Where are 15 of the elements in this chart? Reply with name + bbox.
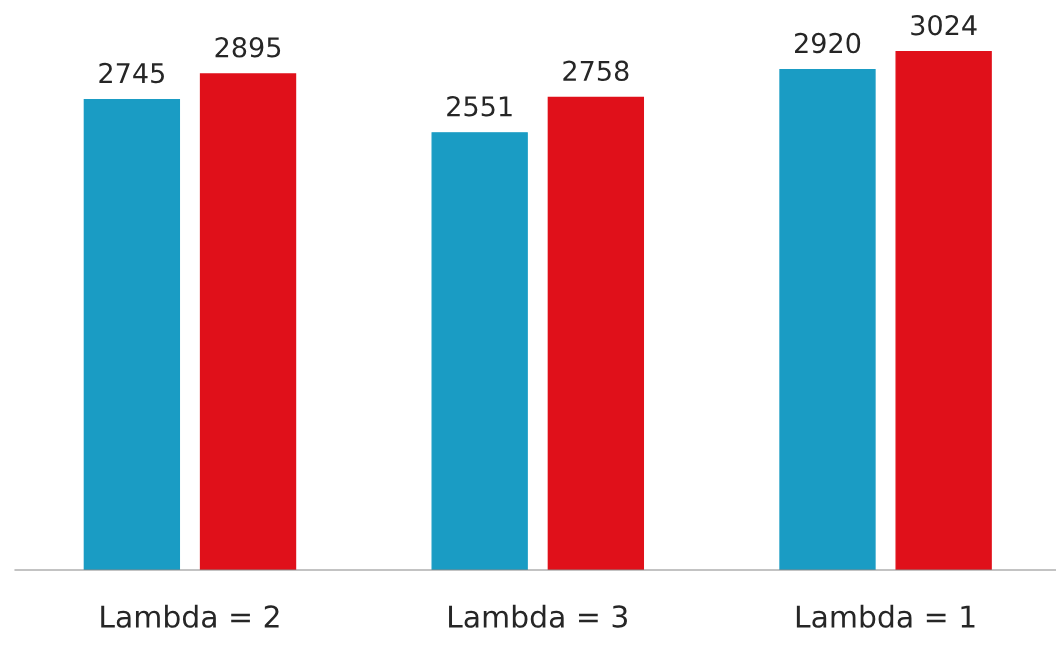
bar: [895, 51, 992, 570]
bar: [547, 96, 645, 570]
data-label: 2551: [447, 96, 512, 117]
x-tick-label: Lambda = 2: [101, 604, 279, 628]
bar: [83, 98, 181, 570]
data-label: 3024: [911, 14, 977, 36]
data-label: 2920: [795, 32, 861, 54]
data-label: 2895: [215, 37, 281, 58]
data-label: 2745: [99, 62, 164, 84]
bar: [431, 132, 528, 570]
x-tick-label: Lambda = 3: [449, 604, 627, 628]
bar: [779, 68, 876, 570]
x-tick-label: Lambda = 1: [796, 604, 975, 628]
data-label: 2758: [563, 60, 629, 82]
bar: [199, 73, 297, 570]
